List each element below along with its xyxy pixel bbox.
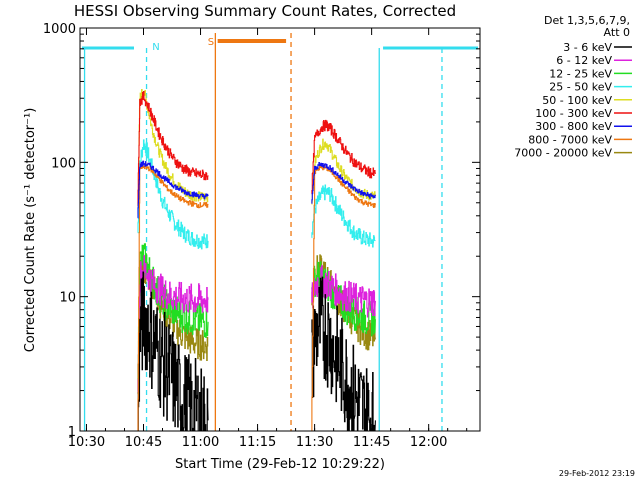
series-lines — [137, 89, 376, 432]
series-line-1-1 — [311, 265, 376, 318]
y-axis-label: Corrected Count Rate (s⁻¹ detector⁻¹) — [23, 108, 38, 353]
y-tick-label-3: 1000 — [43, 22, 76, 37]
legend-label-8: 7000 - 20000 keV — [514, 147, 612, 160]
chart-title: HESSI Observing Summary Count Rates, Cor… — [74, 2, 456, 20]
y-tick-label-0: 1 — [68, 425, 76, 440]
series-line-4-1 — [311, 138, 376, 205]
night-marker-label: N — [152, 42, 159, 53]
x-tick-label-1: 10:45 — [125, 435, 162, 450]
series-line-6-1 — [311, 162, 376, 204]
series-line-3-0 — [137, 139, 209, 250]
series-line-4-0 — [137, 89, 209, 216]
series-line-0-1 — [311, 276, 376, 432]
x-tick-label-4: 11:30 — [296, 435, 333, 450]
series-line-5-0 — [137, 90, 209, 207]
series-line-0-0 — [137, 271, 209, 432]
x-tick-label-6: 12:00 — [410, 435, 447, 450]
saa-marker-label: S — [208, 37, 214, 48]
plot-frame — [79, 27, 481, 432]
series-line-1-0 — [137, 255, 209, 393]
y-tick-label-2: 100 — [51, 156, 76, 171]
x-axis-label: Start Time (29-Feb-12 10:29:22) — [175, 457, 385, 472]
x-tick-label-5: 11:45 — [353, 435, 390, 450]
series-line-7-0 — [137, 163, 209, 432]
series-line-7-1 — [311, 164, 376, 432]
x-tick-label-3: 11:15 — [239, 435, 276, 450]
series-line-5-1 — [311, 119, 376, 195]
legend-label-6: 300 - 800 keV — [535, 120, 612, 133]
legend-header-line-2: Att 0 — [604, 26, 630, 39]
legend-header-line-1: Det 1,3,5,6,7,9, — [544, 14, 630, 27]
legend-label-1: 6 - 12 keV — [556, 54, 612, 67]
y-tick-label-1: 10 — [59, 291, 76, 306]
legend-label-2: 12 - 25 keV — [549, 67, 612, 80]
x-axis: 10:30 10:45 11:00 11:15 11:30 11:45 12:00 — [68, 28, 468, 450]
legend-label-4: 50 - 100 keV — [542, 94, 612, 107]
x-tick-label-0: 10:30 — [68, 435, 105, 450]
y-axis: 1 10 100 1000 — [43, 22, 480, 440]
x-tick-label-2: 11:00 — [182, 435, 219, 450]
series-line-6-0 — [137, 160, 209, 219]
series-line-3-1 — [311, 184, 376, 248]
legend-label-0: 3 - 6 keV — [563, 41, 612, 54]
legend-label-3: 25 - 50 keV — [549, 81, 612, 94]
legend-label-5: 100 - 300 keV — [535, 107, 612, 120]
timestamp: 29-Feb-2012 23:19 — [559, 469, 635, 478]
legend-label-7: 800 - 7000 keV — [528, 133, 612, 146]
